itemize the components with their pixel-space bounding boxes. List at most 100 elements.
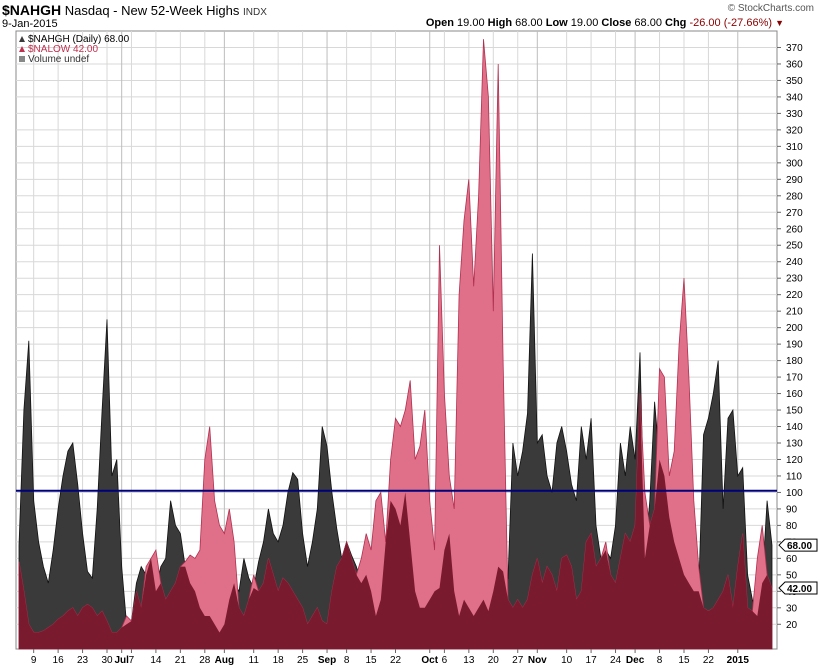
x-tick-label: Dec xyxy=(626,655,645,666)
legend-item-volume: Volume undef xyxy=(28,54,89,65)
y-tick-label: 20 xyxy=(786,620,798,631)
end-label-text: 68.00 xyxy=(787,541,812,552)
x-tick-label: 23 xyxy=(77,655,89,666)
x-axis: 9 16 23 30 Jul 7 14 21 28 Aug 11 18 25 Sep 8 15 22 Oct 6 13… xyxy=(31,649,749,666)
x-tick-label: 27 xyxy=(512,655,524,666)
x-tick-label: 8 xyxy=(657,655,663,666)
high-value: 68.00 xyxy=(515,17,543,29)
y-tick-label: 350 xyxy=(786,76,803,87)
y-tick-label: 290 xyxy=(786,175,803,186)
y-tick-label: 260 xyxy=(786,224,803,235)
x-tick-label: 17 xyxy=(586,655,598,666)
y-tick-label: 270 xyxy=(786,208,803,219)
x-tick-label: 10 xyxy=(561,655,573,666)
end-label-box xyxy=(778,581,818,595)
x-tick-label: 6 xyxy=(442,655,448,666)
symbol: $NAHGH xyxy=(2,2,62,18)
x-tick-label: 18 xyxy=(273,655,285,666)
x-tick-label: 9 xyxy=(31,655,37,666)
y-tick-label: 210 xyxy=(786,307,803,318)
end-label-box xyxy=(778,538,818,552)
series-areas xyxy=(18,39,773,650)
y-tick-label: 320 xyxy=(786,125,803,136)
x-tick-label: 15 xyxy=(365,655,377,666)
x-tick-label: 21 xyxy=(175,655,187,666)
chg-value: -26.00 (-27.66%) xyxy=(689,17,773,29)
y-tick-label: 230 xyxy=(786,274,803,285)
x-tick-label: 30 xyxy=(101,655,113,666)
y-tick-label: 30 xyxy=(786,603,798,614)
x-tick-label: 13 xyxy=(463,655,475,666)
y-tick-label: 160 xyxy=(786,389,803,400)
x-tick-label: 2015 xyxy=(727,655,750,666)
close-value: 68.00 xyxy=(634,17,662,29)
x-tick-label: 14 xyxy=(150,655,162,666)
legend-swatch-volume xyxy=(19,56,25,62)
y-tick-label: 340 xyxy=(786,92,803,103)
x-tick-label: Oct xyxy=(421,655,438,666)
y-tick-label: 130 xyxy=(786,439,803,450)
end-label-highs: 68.00 xyxy=(778,538,818,552)
x-tick-label: 22 xyxy=(390,655,402,666)
y-tick-label: 310 xyxy=(786,142,803,153)
chart-date: 9-Jan-2015 xyxy=(2,18,58,30)
legend-swatch-highs xyxy=(19,36,25,42)
quote-summary: Open 19.00 High 68.00 Low 19.00 Close 68… xyxy=(426,17,784,29)
end-label-lows: 42.00 xyxy=(778,581,818,595)
x-tick-label: 8 xyxy=(344,655,350,666)
x-tick-label: Sep xyxy=(318,655,336,666)
brand-label[interactable]: © StockCharts.com xyxy=(727,3,814,14)
open-label: Open xyxy=(425,17,454,29)
x-tick-label: 25 xyxy=(297,655,309,666)
y-tick-label: 150 xyxy=(786,406,803,417)
y-tick-label: 100 xyxy=(786,488,803,499)
exchange: INDX xyxy=(243,7,267,18)
x-tick-label: 22 xyxy=(703,655,715,666)
end-label-text: 42.00 xyxy=(787,584,812,595)
y-tick-label: 280 xyxy=(786,191,803,202)
y-tick-label: 330 xyxy=(786,109,803,120)
legend-item-highs: $NAHGH (Daily) 68.00 xyxy=(28,34,130,45)
y-tick-label: 60 xyxy=(786,554,798,565)
x-tick-label: Aug xyxy=(215,655,234,666)
y-tick-label: 360 xyxy=(786,59,803,70)
y-tick-label: 120 xyxy=(786,455,803,466)
y-tick-label: 180 xyxy=(786,356,803,367)
y-tick-label: 140 xyxy=(786,422,803,433)
x-tick-label: 11 xyxy=(249,655,260,666)
chart-title: $NAHGH Nasdaq - New 52-Week Highs INDX xyxy=(2,2,267,18)
y-tick-label: 240 xyxy=(786,257,803,268)
high-label: High xyxy=(487,17,513,29)
y-tick-label: 110 xyxy=(786,471,802,482)
y-tick-label: 80 xyxy=(786,521,798,532)
x-tick-label: Nov xyxy=(528,655,547,666)
x-tick-label: 24 xyxy=(610,655,622,666)
legend-item-lows: $NALOW 42.00 xyxy=(28,44,98,55)
y-tick-label: 220 xyxy=(786,290,803,301)
legend-swatch-lows xyxy=(19,46,25,52)
series-area-overlap xyxy=(19,393,772,649)
y-tick-label: 200 xyxy=(786,323,803,334)
y-tick-label: 250 xyxy=(786,241,803,252)
y-tick-label: 190 xyxy=(786,340,803,351)
y-tick-label: 300 xyxy=(786,158,803,169)
chg-label: Chg xyxy=(665,17,687,29)
end-labels: 68.00 42.00 xyxy=(778,538,818,595)
x-tick-label: 15 xyxy=(678,655,690,666)
low-label: Low xyxy=(545,17,568,29)
x-tick-label: 20 xyxy=(488,655,500,666)
close-label: Close xyxy=(601,17,632,29)
chg-down-icon: ▼ xyxy=(775,18,784,28)
low-value: 19.00 xyxy=(570,17,599,29)
description: Nasdaq - New 52-Week Highs xyxy=(64,3,240,18)
y-tick-label: 370 xyxy=(786,43,803,54)
y-tick-label: 170 xyxy=(786,373,803,384)
x-tick-label: 7 xyxy=(129,655,135,666)
y-tick-label: 90 xyxy=(786,504,798,515)
open-value: 19.00 xyxy=(457,17,485,29)
x-tick-label: 28 xyxy=(199,655,211,666)
x-tick-label: 16 xyxy=(53,655,65,666)
x-tick-label: Jul xyxy=(114,655,129,666)
